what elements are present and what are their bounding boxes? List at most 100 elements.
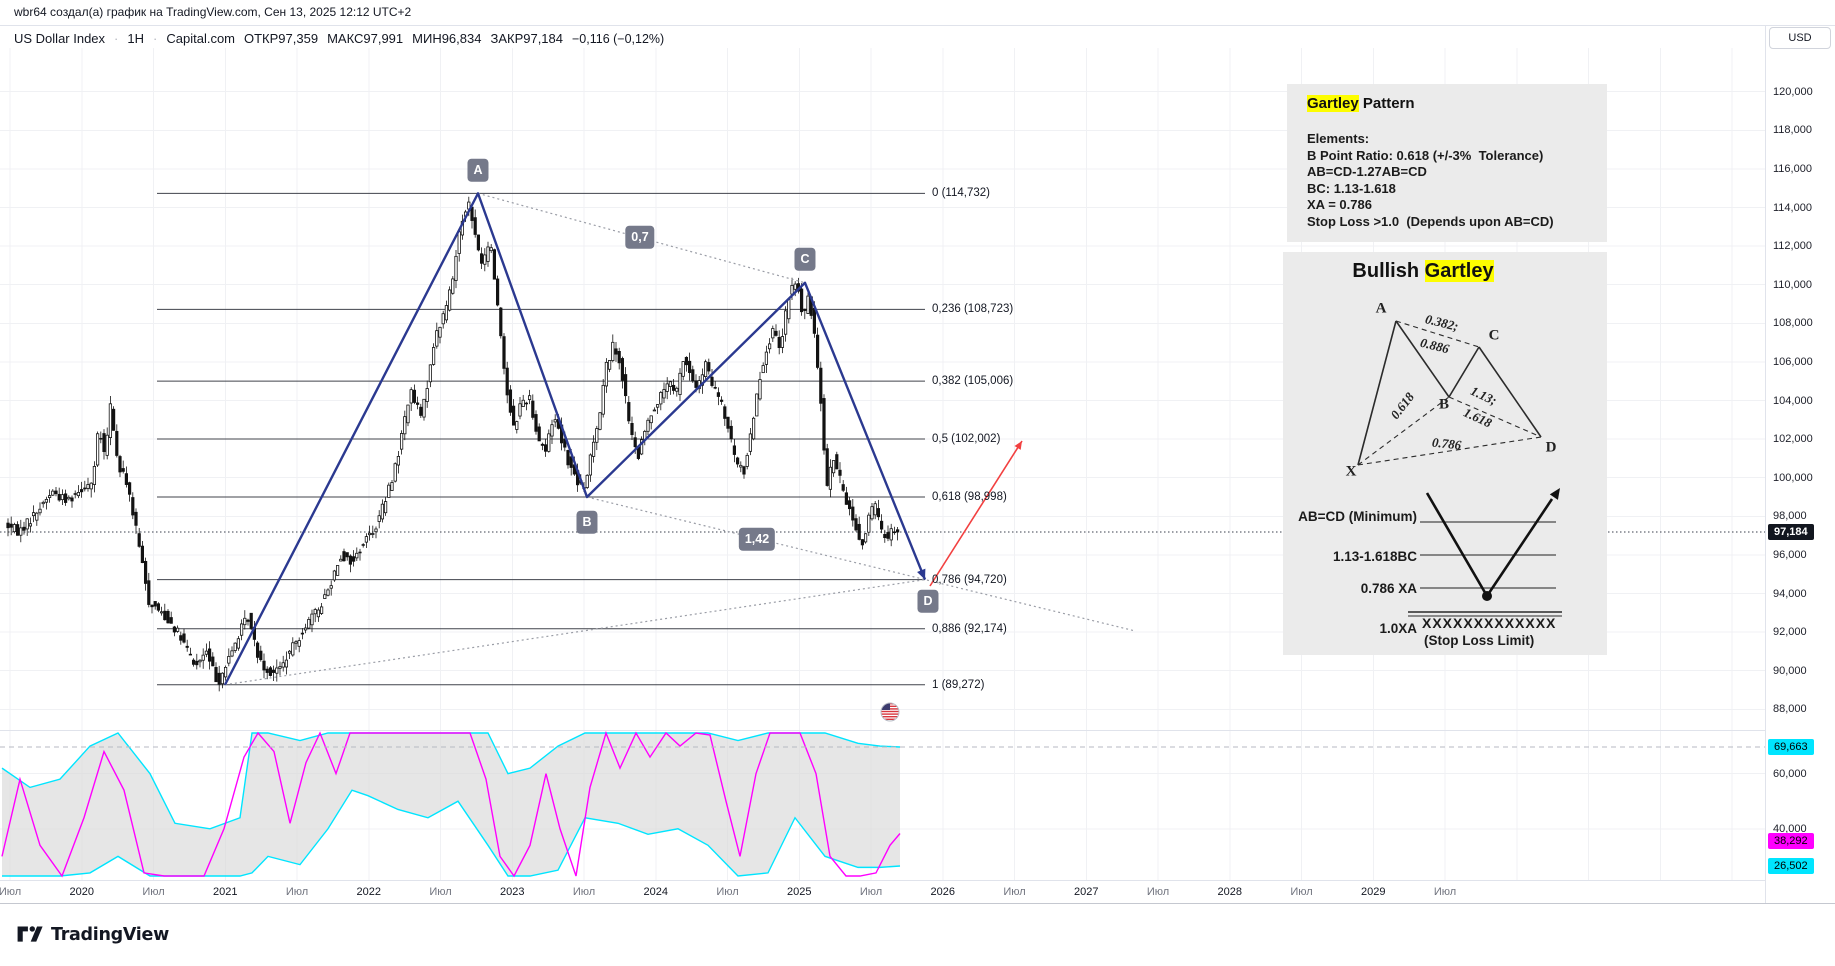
price-axis-tick: 104,000 [1773, 394, 1813, 407]
ohlc-item: ОТКР97,359 [244, 31, 319, 46]
time-axis-label[interactable]: 2029 [1361, 886, 1386, 898]
fib-level-label: 0,618 (98,998) [932, 491, 1007, 504]
time-axis-label[interactable]: Июл [1290, 886, 1313, 898]
price-axis-tick: 112,000 [1773, 240, 1812, 253]
price-axis-tick: 88,000 [1773, 703, 1807, 716]
gartley-info-line: XA = 0.786 [1307, 197, 1372, 212]
price-axis-tick: 92,000 [1773, 626, 1807, 639]
pattern-ratio-bd[interactable]: 1,42 [738, 527, 776, 551]
diagram-point-a: A [1375, 300, 1387, 317]
time-axis-label[interactable]: Июл [285, 886, 309, 898]
time-axis-label[interactable]: 2022 [356, 886, 381, 898]
diagram-point-d: D [1545, 439, 1557, 456]
diagram-point-x: X [1345, 463, 1357, 480]
time-axis-border [0, 880, 1766, 881]
price-axis-tick: 94,000 [1773, 587, 1807, 600]
time-axis-label[interactable]: Июл [572, 886, 596, 898]
gartley-info-lines: Elements: B Point Ratio: 0.618 (+/-3% Tol… [1307, 131, 1554, 230]
currency-button[interactable]: USD [1769, 27, 1831, 49]
tradingview-logo-text: TradingView [51, 924, 169, 945]
diagram-ratio-label: 0.786 [1431, 434, 1463, 453]
diagram-point-c: C [1488, 327, 1500, 344]
pattern-point-d[interactable]: D [917, 589, 939, 613]
fib-level-label: 0,786 (94,720) [932, 573, 1007, 586]
indicator-axis-tick: 40,000 [1773, 822, 1807, 835]
price-axis-tick: 102,000 [1773, 433, 1813, 446]
time-axis-label[interactable]: 2020 [69, 886, 94, 898]
price-axis-tick: 120,000 [1773, 85, 1813, 98]
ohlc-item: МАКС97,991 [327, 31, 404, 46]
attribution-text: wbr64 создал(а) график на TradingView.co… [14, 5, 412, 19]
stop-loss-caption: (Stop Loss Limit) [1424, 633, 1535, 648]
tradingview-logo-icon [17, 926, 43, 942]
time-axis-label[interactable]: Июл [1146, 886, 1170, 898]
gartley-info-line: B Point Ratio: 0.618 (+/-3% Tolerance) [1307, 147, 1544, 163]
pane-separator[interactable] [0, 730, 1766, 731]
time-axis-label[interactable]: Июл [429, 886, 452, 898]
fib-level-label: 1 (89,272) [932, 678, 985, 691]
price-axis-tick: 96,000 [1773, 548, 1807, 561]
indicator-axis-tick: 60,000 [1773, 767, 1807, 780]
exchange-name: Capital.com [166, 31, 235, 46]
fib-level-label: 0,886 (92,174) [932, 622, 1007, 635]
price-axis-tick: 98,000 [1773, 510, 1807, 523]
target-row-label: 0.786 XA [1360, 581, 1417, 596]
legend-separator: · [153, 31, 158, 46]
target-row-label: 1.0XA [1379, 621, 1417, 636]
price-axis-tick: 116,000 [1773, 162, 1812, 175]
price-axis-tick: 108,000 [1773, 317, 1813, 330]
gartley-info-line: Elements: [1307, 131, 1370, 146]
timeframe[interactable]: 1H [127, 31, 145, 46]
indicator-value-badge: 69,663 [1768, 739, 1814, 755]
time-axis-label[interactable]: 2028 [1217, 886, 1242, 898]
time-axis-label[interactable]: Июл [859, 886, 883, 898]
price-axis-tick: 118,000 [1773, 124, 1812, 137]
snapshot-bottom-border [0, 903, 1835, 904]
price-axis-tick: 100,000 [1773, 471, 1813, 484]
bullish-gartley-box[interactable]: Bullish Gartley [1283, 252, 1607, 655]
fib-level-label: 0,5 (102,002) [932, 433, 1001, 446]
snapshot-topbar [0, 0, 1835, 26]
ohlc-item: МИН96,834 [412, 31, 482, 46]
gartley-info-line: Stop Loss >1.0 (Depends upon AB=CD) [1307, 213, 1554, 229]
gartley-info-title: Pattern [1358, 95, 1415, 112]
gartley-info-title-highlight: Gartley [1307, 95, 1359, 112]
time-axis-label[interactable]: Июл [0, 886, 22, 898]
pattern-point-c[interactable]: C [794, 247, 816, 271]
time-axis-label[interactable]: Июл [1433, 886, 1457, 898]
target-row-label: AB=CD (Minimum) [1298, 509, 1417, 524]
last-price-badge: 97,184 [1768, 524, 1814, 541]
time-axis-label[interactable]: 2021 [213, 886, 238, 898]
symbol-name[interactable]: US Dollar Index [14, 31, 106, 46]
time-axis-label[interactable]: 2024 [643, 886, 668, 898]
price-axis-tick: 110,000 [1773, 278, 1812, 291]
time-axis-label[interactable]: 2025 [787, 886, 812, 898]
pattern-ratio-ac[interactable]: 0,7 [625, 225, 655, 249]
legend-separator: · [114, 31, 119, 46]
price-axis-border [1765, 25, 1766, 903]
time-axis-label[interactable]: 2026 [930, 886, 955, 898]
fib-level-label: 0 (114,732) [932, 187, 990, 200]
gartley-info-line: AB=CD-1.27AB=CD [1307, 164, 1427, 179]
time-axis-label[interactable]: Июл [1003, 886, 1026, 898]
diagram-point-b: B [1438, 396, 1450, 413]
pattern-point-b[interactable]: B [576, 510, 598, 534]
pattern-point-a[interactable]: A [467, 158, 489, 182]
ohlc-item: ЗАКР97,184 [490, 31, 563, 46]
price-axis-tick: 114,000 [1773, 201, 1812, 214]
time-axis-label[interactable]: Июл [142, 886, 165, 898]
fib-level-label: 0,236 (108,723) [932, 303, 1014, 316]
symbol-legend[interactable]: US Dollar Index · 1H · Capital.com ОТКР9… [14, 31, 664, 46]
stop-loss-x-label: XXXXXXXXXXXXX [1422, 615, 1557, 631]
time-axis-label[interactable]: 2027 [1074, 886, 1099, 898]
indicator-value-badge: 26,502 [1768, 858, 1814, 874]
indicator-value-badge: 38,292 [1768, 833, 1814, 849]
target-row-label: 1.13-1.618BC [1332, 549, 1417, 564]
fib-level-label: 0,382 (105,006) [932, 375, 1014, 388]
time-axis-label[interactable]: 2023 [500, 886, 525, 898]
gartley-info-box[interactable]: Gartley Pattern Elements: B Point Ratio: … [1287, 84, 1607, 242]
time-axis-label[interactable]: Июл [716, 886, 739, 898]
tradingview-logo[interactable]: TradingView [16, 922, 169, 947]
ohlc-values: ОТКР97,359 МАКС97,991 МИН96,834 ЗАКР97,184 [244, 31, 563, 46]
